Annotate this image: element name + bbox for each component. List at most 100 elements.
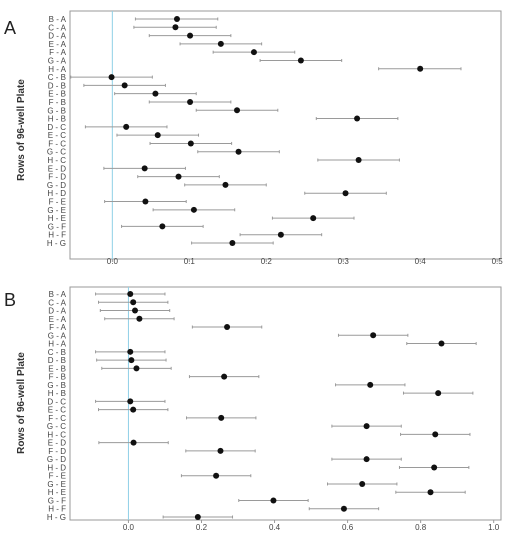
panel-b-y-tick-label: G - B bbox=[47, 381, 66, 390]
panel-a-point bbox=[417, 65, 424, 72]
panel-a-y-tick-label: G - E bbox=[47, 206, 66, 215]
panel-b-y-tick-label: H - C bbox=[47, 430, 66, 439]
panel-a-point bbox=[173, 16, 180, 22]
panel-b-plot-frame bbox=[69, 286, 502, 521]
panel-b-y-tick-label: D - C bbox=[47, 397, 66, 406]
panel-a-point bbox=[141, 165, 148, 172]
panel-b-point bbox=[363, 423, 370, 430]
panel-a-y-tick-label: F - A bbox=[49, 48, 67, 57]
panel-a-y-tick-label: H - B bbox=[48, 115, 66, 124]
panel-a-y-tick-label: F - C bbox=[48, 139, 66, 148]
panel-a-point bbox=[277, 231, 284, 238]
panel-b-point bbox=[367, 381, 374, 388]
panel-b-y-tick-label: H - F bbox=[48, 505, 66, 514]
panel-b-point bbox=[127, 348, 134, 355]
panel-a-y-tick-label: G - C bbox=[47, 148, 66, 157]
panel-a-point bbox=[175, 173, 182, 180]
panel-a-y-tick-label: G - A bbox=[48, 56, 67, 65]
panel-a-y-tick-label: H - A bbox=[48, 65, 66, 74]
panel-b-point bbox=[127, 291, 134, 297]
panel-a-point bbox=[355, 157, 362, 164]
panel-b-y-tick-label: E - B bbox=[48, 364, 66, 373]
panel-a-x-tick-label: 0.0 bbox=[107, 257, 119, 266]
panel-b-y-tick-label: D - B bbox=[48, 356, 66, 365]
panel-b-point bbox=[133, 365, 140, 372]
panel-a-point bbox=[250, 49, 257, 56]
panel-b-letter: B bbox=[4, 290, 17, 310]
panel-b-point bbox=[132, 307, 139, 314]
panel-a-point bbox=[217, 40, 224, 47]
panel-b-y-tick-label: F - C bbox=[48, 414, 66, 423]
panel-b-y-tick-label: G - E bbox=[47, 480, 66, 489]
panel-b-point bbox=[213, 472, 220, 479]
panel-b-point bbox=[221, 373, 228, 380]
panel-b-point bbox=[359, 480, 366, 487]
panel-a-y-tick-label: D - A bbox=[48, 32, 66, 41]
panel-a-point bbox=[342, 190, 349, 197]
panel-b-point bbox=[130, 299, 137, 306]
panel-b-point bbox=[218, 414, 225, 421]
panel-b-x-tick-label: 0.0 bbox=[123, 523, 135, 532]
panel-b-point bbox=[127, 398, 134, 405]
panel-b-point bbox=[130, 439, 137, 446]
panel-a-y-tick-label: F - E bbox=[49, 198, 66, 207]
panel-a-y-tick-label: E - B bbox=[48, 90, 66, 99]
panel-b-y-tick-label: G - D bbox=[47, 455, 66, 464]
panel-a-y-tick-label: F - D bbox=[48, 173, 66, 182]
panel-a-point bbox=[234, 107, 241, 114]
panel-b-y-tick-label: F - E bbox=[49, 472, 66, 481]
panel-a-y-tick-label: B - A bbox=[49, 15, 67, 24]
panel-b-y-tick-label: B - A bbox=[49, 290, 67, 299]
panel-a-point bbox=[187, 140, 194, 147]
panel-a-y-tick-label: E - D bbox=[48, 164, 66, 173]
panel-b-point bbox=[270, 497, 277, 504]
panel-b-point bbox=[136, 315, 143, 322]
panel-b-x-tick-label: 0.2 bbox=[196, 523, 208, 532]
panel-a-y-tick-label: D - C bbox=[47, 123, 66, 132]
panel-a-y-tick-label: G - D bbox=[47, 181, 66, 190]
panel-b-x-tick-label: 0.4 bbox=[269, 523, 281, 532]
panel-a-x-tick-label: 0.3 bbox=[338, 257, 350, 266]
panel-b-point bbox=[363, 456, 370, 463]
panel-a-y-tick-label: H - F bbox=[48, 231, 66, 240]
panel-a-y-tick-label: F - B bbox=[49, 98, 66, 107]
panel-b-y-tick-label: G - C bbox=[47, 422, 66, 431]
panel-a-point bbox=[297, 57, 304, 64]
panel-a-y-tick-label: E - A bbox=[49, 40, 67, 49]
panel-b-y-tick-label: E - D bbox=[48, 439, 66, 448]
panel-a-point bbox=[187, 98, 194, 105]
panel-a-point bbox=[310, 215, 317, 222]
panel-b-y-tick-label: C - B bbox=[48, 348, 66, 357]
panel-b-point bbox=[217, 447, 224, 454]
panel-b-y-tick-label: H - B bbox=[48, 389, 66, 398]
panel-b-y-tick-label: H - E bbox=[48, 488, 66, 497]
panel-a-y-tick-label: C - A bbox=[48, 23, 66, 32]
panel-a-y-tick-label: H - C bbox=[47, 156, 66, 165]
panel-b-y-tick-label: G - F bbox=[48, 496, 66, 505]
panel-a-y-tick-label: C - B bbox=[48, 73, 66, 82]
panel-b-y-tick-label: F - D bbox=[48, 447, 66, 456]
panel-b-point bbox=[340, 505, 347, 512]
panel-a-y-tick-label: H - D bbox=[47, 189, 66, 198]
panel-a-point bbox=[159, 223, 166, 230]
panel-a-point bbox=[142, 198, 149, 205]
panel-a-y-axis-label: Rows of 96-well Plate bbox=[16, 79, 27, 181]
panel-b-point bbox=[438, 340, 445, 347]
panel-b-y-tick-label: G - A bbox=[48, 331, 67, 340]
panel-b-y-tick-label: E - A bbox=[49, 315, 67, 324]
panel-a-point bbox=[108, 74, 115, 81]
panel-a-point bbox=[229, 240, 236, 246]
panel-b-point bbox=[130, 406, 137, 413]
panel-b-x-tick-label: 0.6 bbox=[342, 523, 354, 532]
panel-b-x-tick-label: 0.8 bbox=[415, 523, 427, 532]
panel-a-y-tick-label: G - F bbox=[48, 222, 66, 231]
panel-a-point bbox=[152, 90, 159, 97]
panel-a-point bbox=[190, 206, 197, 213]
panel-a-point bbox=[172, 24, 179, 31]
panel-a-point bbox=[235, 148, 242, 155]
panel-a-y-tick-label: H - E bbox=[48, 214, 66, 223]
panel-a-y-tick-label: E - C bbox=[48, 131, 66, 140]
panel-b-point bbox=[431, 464, 438, 471]
panel-a-point bbox=[121, 82, 128, 89]
panel-b-y-tick-label: E - C bbox=[48, 406, 66, 415]
